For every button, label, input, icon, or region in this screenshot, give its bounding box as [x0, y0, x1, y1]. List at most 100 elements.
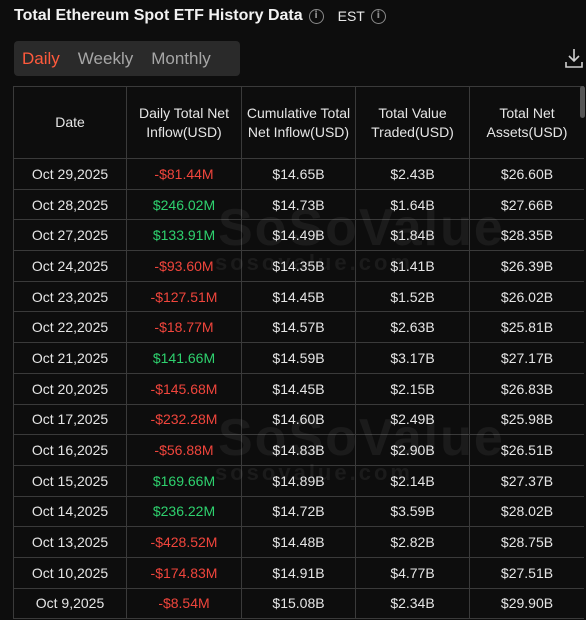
cell-total-net-assets: $26.51B [469, 434, 584, 466]
cell-total-value-traded: $1.84B [355, 219, 470, 252]
cell-date: Oct 23,2025 [13, 280, 127, 313]
header-total-value-traded[interactable]: Total Value Traded(USD) [355, 86, 470, 159]
table-row[interactable]: Oct 22,2025 -$18.77M $14.57B $2.63B $25.81B [13, 311, 584, 344]
cell-date: Oct 29,2025 [13, 158, 127, 190]
cell-total-net-assets: $26.02B [469, 280, 584, 313]
cell-date: Oct 27,2025 [13, 219, 127, 252]
cell-date: Oct 24,2025 [13, 250, 127, 282]
cell-cumulative-net-inflow: $14.65B [241, 158, 356, 190]
cell-total-net-assets: $26.60B [469, 158, 584, 190]
cell-date: Oct 17,2025 [13, 403, 127, 436]
cell-total-value-traded: $4.77B [355, 556, 470, 589]
cell-daily-net-inflow: $141.66M [126, 342, 242, 374]
cell-cumulative-net-inflow: $14.57B [241, 311, 356, 344]
scrollbar[interactable] [580, 86, 585, 118]
cell-total-net-assets: $27.66B [469, 188, 584, 221]
tab-daily[interactable]: Daily [22, 48, 60, 68]
cell-total-value-traded: $2.90B [355, 434, 470, 466]
cell-date: Oct 9,2025 [13, 587, 127, 620]
table-row[interactable]: Oct 10,2025 -$174.83M $14.91B $4.77B $27.51B [13, 556, 584, 589]
tab-monthly[interactable]: Monthly [151, 48, 211, 68]
table-row[interactable]: Oct 23,2025 -$127.51M $14.45B $1.52B $26.02B [13, 280, 584, 313]
table-row[interactable]: Oct 13,2025 -$428.52M $14.48B $2.82B $28.75B [13, 526, 584, 558]
cell-daily-net-inflow: -$93.60M [126, 250, 242, 282]
table-body: Oct 29,2025 -$81.44M $14.65B $2.43B $26.60B O… [13, 158, 584, 620]
cell-date: Oct 10,2025 [13, 556, 127, 589]
cell-cumulative-net-inflow: $14.60B [241, 403, 356, 436]
cell-date: Oct 13,2025 [13, 526, 127, 558]
cell-cumulative-net-inflow: $14.89B [241, 464, 356, 497]
cell-total-value-traded: $2.82B [355, 526, 470, 558]
cell-total-net-assets: $25.98B [469, 403, 584, 436]
table-header-row: Date Daily Total Net Inflow(USD) Cumulat… [13, 86, 584, 159]
cell-cumulative-net-inflow: $14.91B [241, 556, 356, 589]
cell-total-value-traded: $2.43B [355, 158, 470, 190]
etf-history-table-container: Date Daily Total Net Inflow(USD) Cumulat… [13, 86, 584, 620]
cell-date: Oct 14,2025 [13, 495, 127, 528]
table-row[interactable]: Oct 9,2025 -$8.54M $15.08B $2.34B $29.90B [13, 587, 584, 620]
cell-total-value-traded: $2.63B [355, 311, 470, 344]
header-cumulative-net-inflow[interactable]: Cumulative Total Net Inflow(USD) [241, 86, 356, 159]
cell-cumulative-net-inflow: $14.45B [241, 372, 356, 405]
cell-cumulative-net-inflow: $15.08B [241, 587, 356, 620]
download-icon[interactable] [565, 47, 583, 69]
cell-daily-net-inflow: -$81.44M [126, 158, 242, 190]
page-title: Total Ethereum Spot ETF History Data [14, 7, 303, 24]
cell-date: Oct 20,2025 [13, 372, 127, 405]
header-date[interactable]: Date [13, 86, 127, 159]
period-tabs: Daily Weekly Monthly [14, 41, 240, 76]
timezone-label: EST [337, 8, 365, 24]
cell-total-net-assets: $26.83B [469, 372, 584, 405]
table-row[interactable]: Oct 29,2025 -$81.44M $14.65B $2.43B $26.60B [13, 158, 584, 190]
cell-total-net-assets: $29.90B [469, 587, 584, 620]
header-total-net-assets[interactable]: Total Net Assets(USD) [469, 86, 584, 159]
cell-daily-net-inflow: -$232.28M [126, 403, 242, 436]
cell-total-value-traded: $3.17B [355, 342, 470, 374]
cell-total-net-assets: $27.51B [469, 556, 584, 589]
cell-daily-net-inflow: $133.91M [126, 219, 242, 252]
timezone-info-icon[interactable]: i [370, 8, 386, 24]
table-row[interactable]: Oct 24,2025 -$93.60M $14.35B $1.41B $26.39B [13, 250, 584, 282]
cell-total-net-assets: $28.02B [469, 495, 584, 528]
cell-daily-net-inflow: -$127.51M [126, 280, 242, 313]
cell-date: Oct 22,2025 [13, 311, 127, 344]
cell-total-value-traded: $1.41B [355, 250, 470, 282]
cell-daily-net-inflow: -$8.54M [126, 587, 242, 620]
tab-weekly[interactable]: Weekly [77, 48, 134, 68]
cell-daily-net-inflow: -$18.77M [126, 311, 242, 344]
table-row[interactable]: Oct 27,2025 $133.91M $14.49B $1.84B $28.35B [13, 219, 584, 252]
cell-daily-net-inflow: -$174.83M [126, 556, 242, 589]
info-icon[interactable]: i [308, 8, 324, 24]
cell-cumulative-net-inflow: $14.48B [241, 526, 356, 558]
cell-cumulative-net-inflow: $14.73B [241, 188, 356, 221]
cell-total-net-assets: $27.17B [469, 342, 584, 374]
table-row[interactable]: Oct 16,2025 -$56.88M $14.83B $2.90B $26.51B [13, 434, 584, 466]
cell-cumulative-net-inflow: $14.59B [241, 342, 356, 374]
cell-total-value-traded: $3.59B [355, 495, 470, 528]
table-row[interactable]: Oct 17,2025 -$232.28M $14.60B $2.49B $25.98B [13, 403, 584, 436]
cell-date: Oct 21,2025 [13, 342, 127, 374]
cell-daily-net-inflow: $169.66M [126, 464, 242, 497]
cell-total-value-traded: $2.14B [355, 464, 470, 497]
cell-daily-net-inflow: -$56.88M [126, 434, 242, 466]
table-row[interactable]: Oct 21,2025 $141.66M $14.59B $3.17B $27.17B [13, 342, 584, 374]
cell-daily-net-inflow: $236.22M [126, 495, 242, 528]
cell-cumulative-net-inflow: $14.83B [241, 434, 356, 466]
etf-history-table: Date Daily Total Net Inflow(USD) Cumulat… [13, 86, 584, 620]
table-row[interactable]: Oct 20,2025 -$145.68M $14.45B $2.15B $26.83B [13, 372, 584, 405]
cell-daily-net-inflow: $246.02M [126, 188, 242, 221]
table-row[interactable]: Oct 14,2025 $236.22M $14.72B $3.59B $28.02B [13, 495, 584, 528]
cell-date: Oct 15,2025 [13, 464, 127, 497]
cell-cumulative-net-inflow: $14.49B [241, 219, 356, 252]
cell-total-net-assets: $25.81B [469, 311, 584, 344]
cell-cumulative-net-inflow: $14.45B [241, 280, 356, 313]
table-row[interactable]: Oct 28,2025 $246.02M $14.73B $1.64B $27.66B [13, 188, 584, 221]
header: Total Ethereum Spot ETF History Data i E… [14, 4, 386, 28]
cell-total-value-traded: $1.64B [355, 188, 470, 221]
cell-total-value-traded: $2.34B [355, 587, 470, 620]
header-daily-net-inflow[interactable]: Daily Total Net Inflow(USD) [126, 86, 242, 159]
cell-cumulative-net-inflow: $14.72B [241, 495, 356, 528]
cell-total-net-assets: $26.39B [469, 250, 584, 282]
table-row[interactable]: Oct 15,2025 $169.66M $14.89B $2.14B $27.37B [13, 464, 584, 497]
cell-total-net-assets: $28.35B [469, 219, 584, 252]
